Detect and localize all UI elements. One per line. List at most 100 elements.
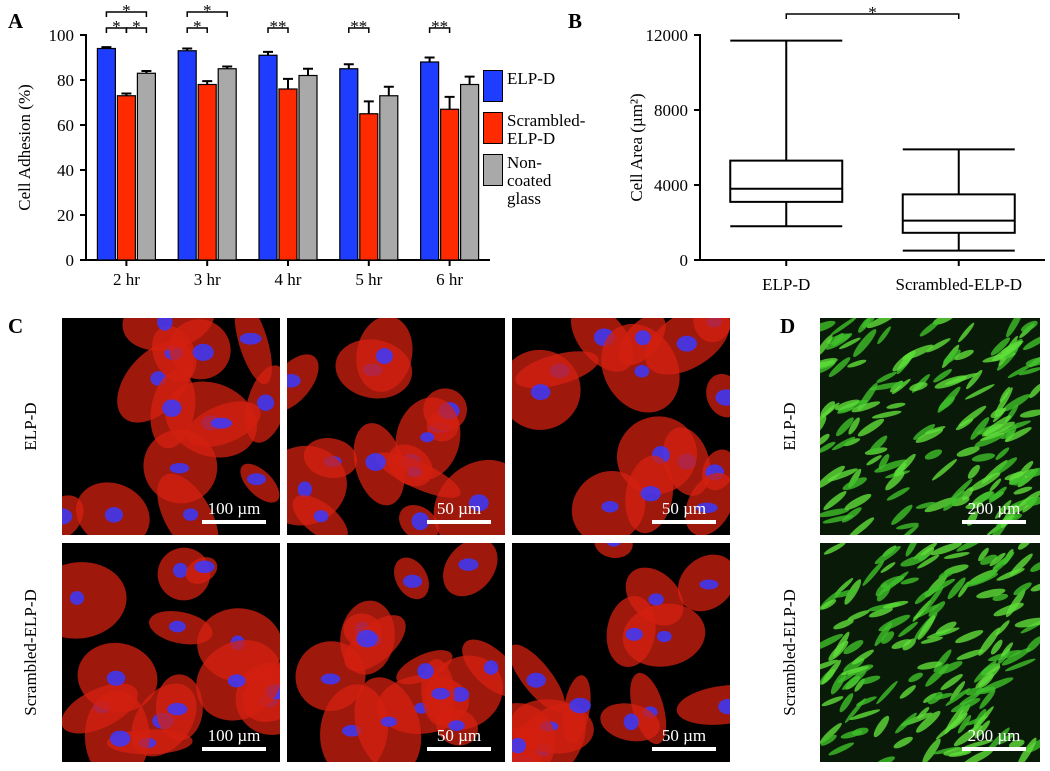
bar: [197, 83, 217, 261]
cell: [1004, 658, 1036, 672]
significance-label: *: [112, 17, 121, 36]
error-bar: [283, 77, 293, 89]
cell: [938, 569, 955, 579]
cell: [871, 410, 902, 419]
micrograph: [62, 318, 280, 535]
nucleus: [287, 374, 301, 388]
cell: [886, 402, 906, 409]
significance-label: *: [868, 3, 877, 22]
significance-bracket: [785, 13, 960, 19]
nucleus: [635, 330, 651, 346]
cell: [874, 622, 893, 647]
significance-label: *: [122, 1, 131, 20]
error-bar: [101, 46, 112, 49]
bar: [298, 74, 318, 261]
cell: [965, 384, 995, 400]
cell: [917, 661, 943, 670]
cell: [978, 547, 989, 562]
bar: [278, 88, 298, 261]
cell: [820, 441, 836, 454]
cell: [965, 687, 985, 696]
cell: [1025, 496, 1040, 506]
cell: [943, 490, 965, 511]
cell: [995, 620, 1010, 636]
cell: [1030, 561, 1040, 572]
cell: [923, 578, 956, 596]
y-axis-title: Cell Area (µm²): [627, 93, 646, 201]
cell: [820, 599, 837, 610]
cell: [980, 677, 1014, 693]
row-label: Scrambled-ELP-D: [780, 589, 799, 716]
cell: [915, 710, 941, 733]
cell: [920, 636, 943, 644]
y-tick-label: 8000: [654, 101, 688, 120]
cell: [905, 543, 919, 557]
cell: [891, 504, 913, 525]
cell: [1025, 357, 1040, 367]
cell: [966, 369, 983, 390]
cell: [949, 478, 973, 502]
cell: [901, 524, 919, 535]
row-label: ELP-D: [21, 402, 40, 450]
error-bar: [222, 65, 233, 69]
nucleus: [417, 663, 434, 680]
cell: [915, 428, 944, 443]
nucleus: [676, 335, 697, 352]
cell: [935, 716, 964, 740]
cell: [842, 477, 867, 491]
nucleus: [699, 579, 719, 590]
cell: [926, 338, 951, 353]
significance-label: *: [132, 17, 141, 36]
y-tick-label: 0: [680, 251, 689, 270]
cell: [943, 349, 961, 365]
cell: [886, 487, 910, 501]
nucleus: [696, 502, 718, 514]
cell: [856, 696, 877, 706]
scale-bar-label: 200 µm: [968, 726, 1021, 745]
cell: [970, 706, 994, 734]
cell: [990, 337, 1011, 356]
cell: [917, 706, 930, 719]
nucleus: [640, 485, 661, 502]
nucleus: [601, 500, 619, 513]
cell: [967, 464, 980, 479]
cell: [821, 659, 842, 685]
cell: [851, 401, 881, 413]
cell: [826, 333, 851, 345]
error-bar: [363, 100, 374, 114]
cell: [948, 750, 972, 757]
cell: [930, 543, 963, 556]
cell: [992, 457, 1018, 476]
cell: [1006, 318, 1023, 338]
error-bar: [303, 67, 313, 76]
nucleus: [69, 591, 85, 605]
cell: [995, 500, 1012, 519]
nucleus: [106, 670, 126, 686]
cell: [935, 621, 957, 635]
cell: [852, 727, 869, 736]
y-tick-label: 80: [57, 71, 74, 90]
cell: [998, 733, 1014, 745]
nucleus: [297, 481, 312, 498]
cell: [973, 660, 997, 683]
cell: [969, 472, 1001, 492]
cell: [847, 359, 867, 368]
cell: [924, 449, 943, 460]
box: [901, 193, 1016, 234]
cell: [874, 459, 908, 473]
y-tick-label: 20: [57, 206, 74, 225]
bar: [359, 113, 379, 261]
x-tick-label: 6 hr: [436, 270, 463, 289]
significance-label: *: [193, 17, 202, 36]
cell: [1013, 486, 1033, 495]
nucleus: [375, 348, 393, 365]
nucleus: [247, 473, 266, 486]
scale-bar-label: 50 µm: [662, 726, 706, 745]
legend-label: Non-coated glass: [507, 153, 552, 208]
cell: [965, 573, 999, 588]
cell: [1009, 739, 1025, 749]
cell: [950, 698, 981, 713]
cell: [866, 318, 896, 329]
error-bar: [263, 50, 273, 56]
nucleus: [569, 697, 591, 714]
